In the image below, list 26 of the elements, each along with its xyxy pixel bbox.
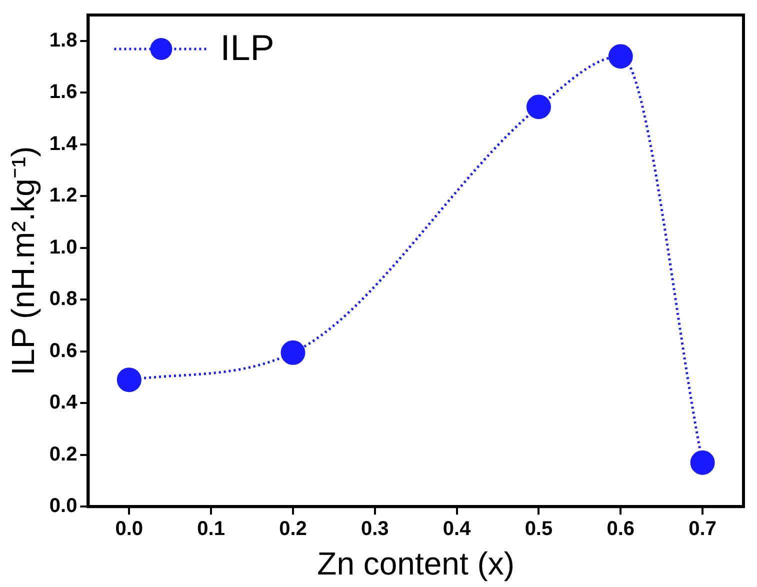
y-tick-label: 0.0 bbox=[49, 495, 78, 518]
y-tick-label: 0.6 bbox=[49, 340, 78, 362]
x-tick-label: 0.6 bbox=[606, 518, 635, 540]
y-tick-label: 1.0 bbox=[49, 236, 78, 258]
x-axis-title: Zn content (x) bbox=[317, 546, 515, 582]
x-tick-label: 0.2 bbox=[279, 518, 307, 540]
y-tick-label: 1.2 bbox=[49, 184, 78, 207]
point bbox=[280, 340, 306, 365]
y-tick-label: 1.6 bbox=[49, 81, 78, 104]
x-tick-label: 0.0 bbox=[115, 518, 144, 540]
x-tick-label: 0.1 bbox=[197, 518, 225, 540]
x-tick-label: 0.5 bbox=[524, 518, 553, 540]
legend-label: ILP bbox=[220, 26, 274, 68]
y-tick-label: 0.2 bbox=[49, 443, 78, 466]
point bbox=[608, 44, 633, 69]
y-axis-title: ILP (nH.m².kg⁻¹) bbox=[5, 146, 42, 376]
x-tick-label: 0.4 bbox=[442, 518, 472, 540]
x-tick-label: 0.7 bbox=[688, 518, 716, 540]
x-tick-label: 0.3 bbox=[360, 518, 389, 540]
y-tick-label: 0.4 bbox=[49, 392, 78, 414]
point bbox=[116, 368, 142, 392]
y-tick-label: 0.8 bbox=[49, 288, 78, 310]
point bbox=[526, 94, 551, 120]
point bbox=[690, 450, 715, 475]
y-tick-label: 1.4 bbox=[49, 132, 78, 155]
y-tick-label: 1.8 bbox=[49, 29, 78, 52]
